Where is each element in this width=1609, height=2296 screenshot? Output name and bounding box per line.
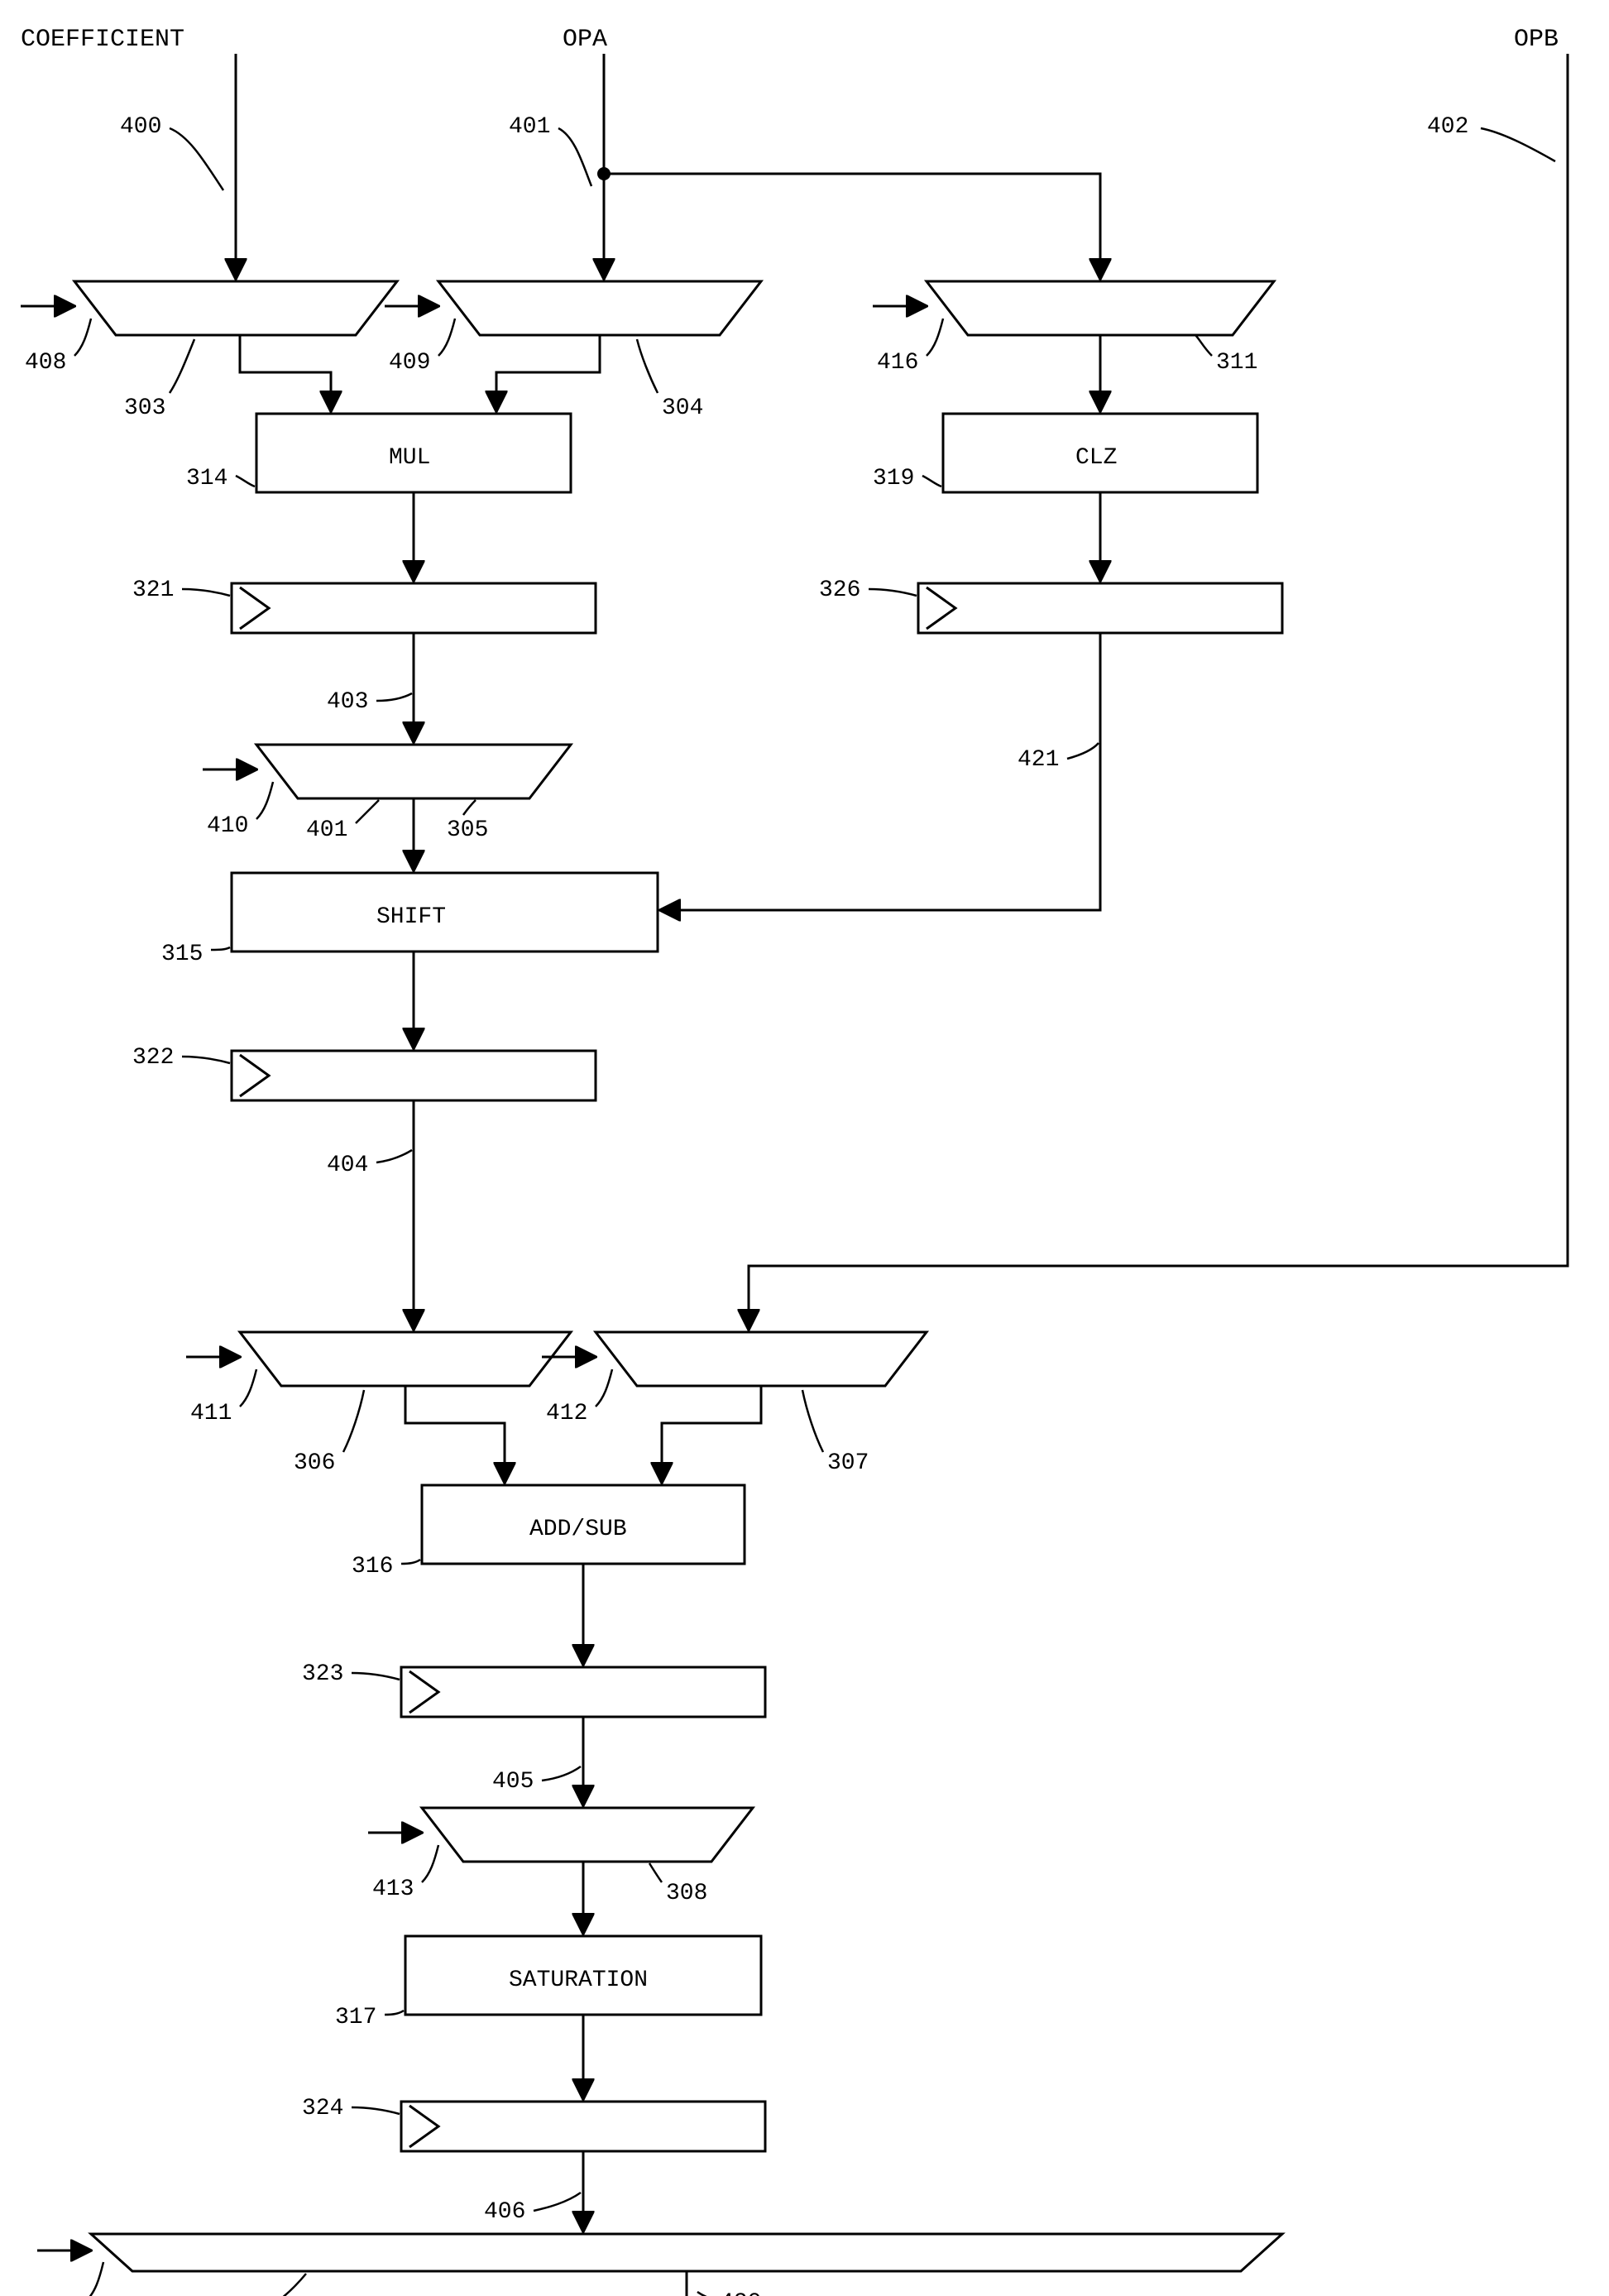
ref-421: 421	[1018, 747, 1059, 773]
leader-308	[649, 1863, 662, 1882]
leader-410	[256, 782, 273, 819]
leader-404	[376, 1150, 412, 1162]
leader-412	[596, 1369, 612, 1407]
label-saturation: SATURATION	[509, 1968, 648, 1993]
ref-405: 405	[492, 1769, 534, 1795]
leader-408	[74, 319, 91, 356]
mux-306	[240, 1332, 571, 1386]
ref-401-mid: 401	[306, 817, 347, 843]
datapath-block-diagram: COEFFICIENT 400 OPA 401 OPB 402 408 303 …	[0, 0, 1609, 2296]
ref-315: 315	[161, 942, 203, 967]
leader-328	[281, 2274, 306, 2296]
leader-319	[922, 476, 941, 487]
mux-308	[422, 1808, 753, 1862]
leader-315	[211, 947, 230, 950]
leader-402	[1481, 128, 1555, 161]
ref-420: 420	[720, 2290, 761, 2296]
ref-316: 316	[352, 1554, 393, 1579]
leader-403	[376, 693, 412, 701]
leader-409	[438, 319, 455, 356]
leader-421	[1067, 743, 1099, 759]
leader-311	[1195, 335, 1212, 356]
ref-311: 311	[1216, 350, 1257, 376]
mux-305	[256, 745, 571, 798]
leader-401-mid	[356, 800, 379, 823]
label-coefficient: COEFFICIENT	[21, 26, 184, 54]
leader-419	[87, 2262, 103, 2296]
ref-404: 404	[327, 1153, 368, 1178]
ref-402: 402	[1427, 114, 1468, 140]
leader-401	[558, 128, 591, 186]
ref-403: 403	[327, 689, 368, 715]
wire-opb-to-307	[749, 54, 1568, 1328]
label-opb: OPB	[1514, 26, 1559, 54]
mux-311	[927, 281, 1274, 335]
mux-304	[438, 281, 761, 335]
ref-413: 413	[372, 1877, 414, 1902]
ref-409: 409	[389, 350, 430, 376]
label-shift: SHIFT	[376, 904, 446, 930]
ref-303: 303	[124, 395, 165, 421]
leader-317	[385, 2011, 404, 2015]
ref-324: 324	[302, 2096, 343, 2121]
ref-412: 412	[546, 1401, 587, 1426]
label-addsub: ADD/SUB	[529, 1517, 627, 1542]
ref-304: 304	[662, 395, 703, 421]
ref-410: 410	[207, 813, 248, 839]
ref-308: 308	[666, 1881, 707, 1906]
leader-416	[927, 319, 943, 356]
ref-406: 406	[484, 2199, 525, 2225]
ref-319: 319	[873, 466, 914, 491]
ref-322: 322	[132, 1045, 174, 1071]
ref-416: 416	[877, 350, 918, 376]
ref-307: 307	[827, 1450, 869, 1476]
reg-322	[232, 1051, 596, 1100]
label-mul: MUL	[389, 445, 430, 471]
leader-405	[542, 1766, 581, 1781]
ref-400: 400	[120, 114, 161, 140]
ref-326: 326	[819, 578, 860, 603]
leader-304	[637, 339, 658, 393]
wire-306-to-add	[405, 1386, 505, 1481]
leader-413	[422, 1845, 438, 1882]
wire-307-to-add	[662, 1386, 761, 1481]
mux-303	[74, 281, 397, 335]
label-clz: CLZ	[1075, 445, 1117, 471]
wire-303-to-mul	[240, 335, 331, 410]
leader-324	[352, 2107, 400, 2114]
leader-400	[170, 128, 223, 190]
ref-317: 317	[335, 2005, 376, 2030]
leader-316	[401, 1560, 420, 1564]
reg-326	[918, 583, 1282, 633]
leader-322	[182, 1057, 230, 1063]
leader-307	[802, 1390, 823, 1452]
label-opa: OPA	[563, 26, 607, 54]
ref-321: 321	[132, 578, 174, 603]
leader-314	[236, 476, 255, 487]
ref-314: 314	[186, 466, 227, 491]
leader-323	[352, 1673, 400, 1680]
ref-305: 305	[447, 817, 488, 843]
ref-411: 411	[190, 1401, 232, 1426]
leader-420	[697, 2292, 716, 2296]
leader-305	[463, 800, 476, 815]
leader-303	[170, 339, 194, 393]
ref-408: 408	[25, 350, 66, 376]
mux-328	[91, 2234, 1282, 2271]
reg-323	[401, 1667, 765, 1717]
ref-323: 323	[302, 1661, 343, 1687]
ref-306: 306	[294, 1450, 335, 1476]
leader-306	[343, 1390, 364, 1452]
wire-opa-to-311	[604, 174, 1100, 277]
leader-406	[534, 2193, 581, 2211]
ref-401-top: 401	[509, 114, 550, 140]
leader-326	[869, 589, 917, 596]
reg-324	[401, 2102, 765, 2151]
mux-307	[596, 1332, 927, 1386]
reg-321	[232, 583, 596, 633]
leader-321	[182, 589, 230, 596]
wire-304-to-mul	[496, 335, 600, 410]
leader-411	[240, 1369, 256, 1407]
